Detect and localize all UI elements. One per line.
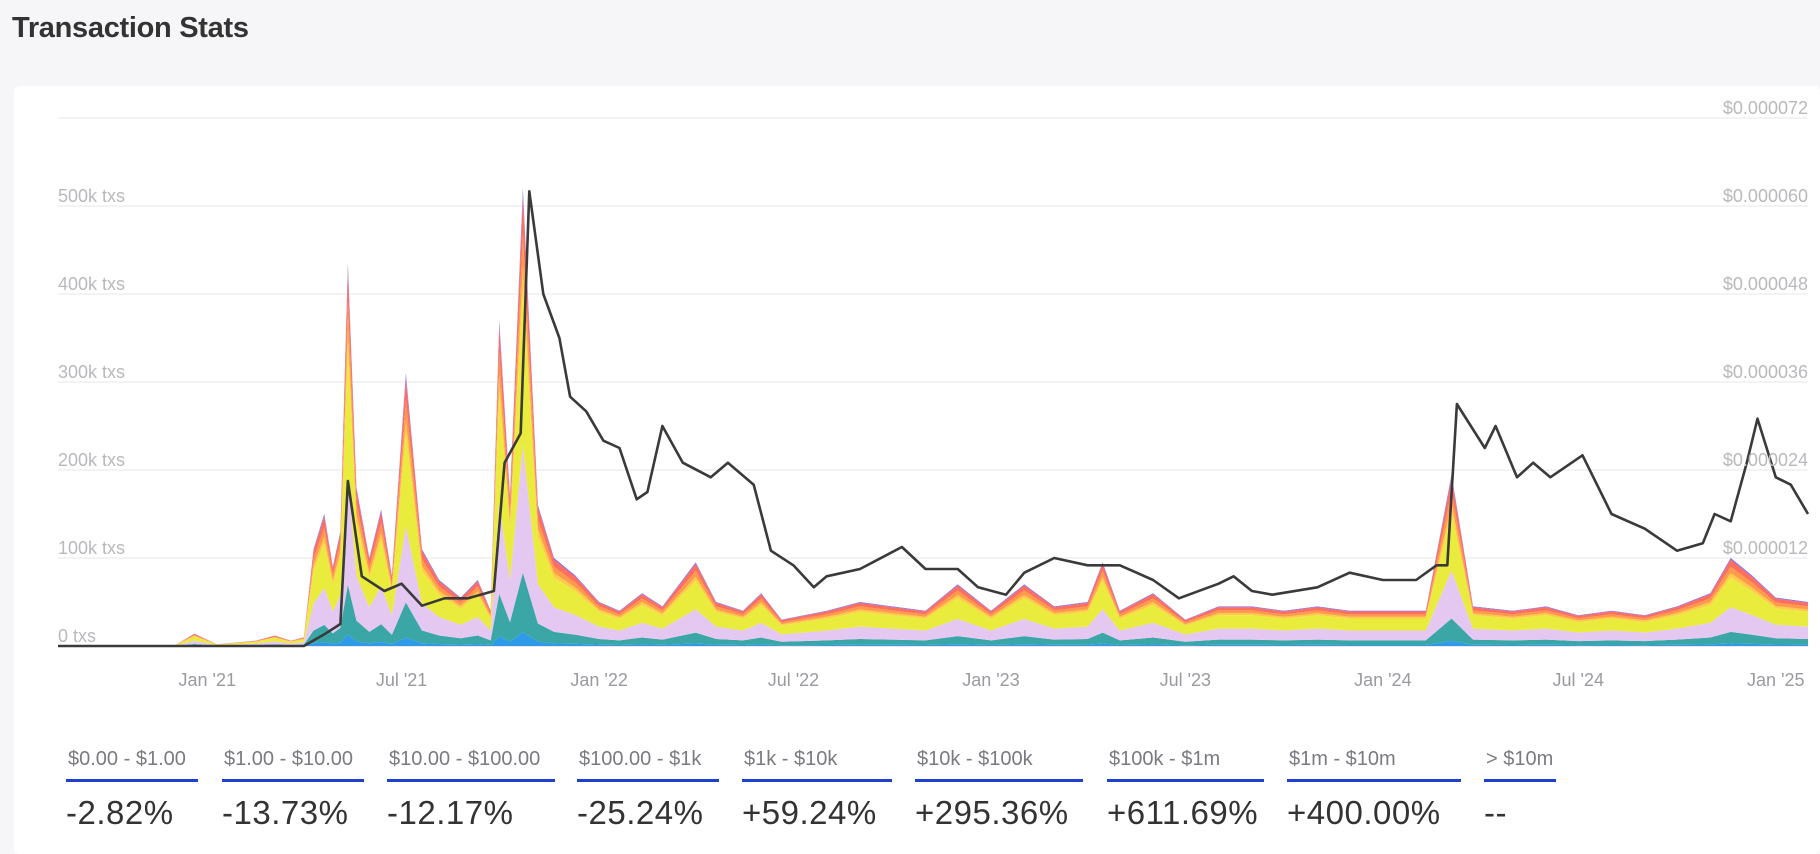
area-layer-8: [58, 632, 1808, 646]
x-tick-label: Jul '21: [376, 670, 427, 690]
axis-label-layer: 0 txs 100k txs 200k txs 300k txs 400k txs 500…: [58, 98, 1808, 690]
page-title: Transaction Stats: [12, 12, 249, 44]
y-tick-label: 100k txs: [58, 538, 125, 558]
bucket-underline: [66, 779, 198, 782]
price-line-layer: [58, 190, 1810, 648]
y2-tick-label: $0.000060: [1723, 186, 1808, 206]
y2-tick-label: $0.000072: [1723, 98, 1808, 118]
x-tick-label: Jul '22: [768, 670, 819, 690]
bucket-change: -2.82%: [66, 794, 174, 831]
y2-tick-label: $0.000012: [1723, 538, 1808, 558]
bucket-underline: [1287, 779, 1461, 782]
bucket-change: --: [1484, 794, 1507, 831]
bucket-2[interactable]: $10.00 - $100.00 -12.17%: [387, 740, 555, 832]
y-tick-label: 500k txs: [58, 186, 125, 206]
x-tick-label: Jan '23: [962, 670, 1019, 690]
bucket-label: > $10m: [1486, 748, 1554, 770]
y-tick-label: 200k txs: [58, 450, 125, 470]
y2-tick-label: $0.000036: [1723, 362, 1808, 382]
bucket-3[interactable]: $100.00 - $1k -25.24%: [577, 740, 719, 832]
bucket-change: +295.36%: [915, 794, 1069, 831]
bucket-label: $100.00 - $1k: [579, 748, 702, 770]
bucket-change: +59.24%: [742, 794, 877, 831]
bucket-4[interactable]: $1k - $10k +59.24%: [742, 740, 892, 832]
x-tick-label: Jan '24: [1354, 670, 1411, 690]
x-tick-label: Jul '23: [1160, 670, 1211, 690]
x-tick-label: Jul '24: [1553, 670, 1604, 690]
bucket-label: $100k - $1m: [1109, 748, 1221, 770]
bucket-6[interactable]: $100k - $1m +611.69%: [1107, 740, 1264, 832]
y2-tick-label: $0.000024: [1723, 450, 1808, 470]
transaction-chart: 0 txs 100k txs 200k txs 300k txs 400k txs 500…: [58, 98, 1810, 690]
bucket-label: $1k - $10k: [744, 748, 838, 770]
bucket-label: $1.00 - $10.00: [224, 748, 353, 770]
area-layer-7: [58, 572, 1808, 646]
y-tick-label: 300k txs: [58, 362, 125, 382]
bucket-change: +611.69%: [1107, 794, 1259, 831]
bucket-change: -12.17%: [387, 794, 514, 831]
x-tick-label: Jan '25: [1747, 670, 1804, 690]
bucket-underline: [742, 779, 892, 782]
bucket-underline: [577, 779, 719, 782]
area-layer-5: [58, 289, 1808, 646]
bucket-underline: [1107, 779, 1264, 782]
bucket-underline: [387, 779, 555, 782]
bucket-change: -25.24%: [577, 794, 704, 831]
bucket-7[interactable]: $1m - $10m +400.00%: [1287, 740, 1461, 832]
bucket-1[interactable]: $1.00 - $10.00 -13.73%: [222, 740, 364, 832]
bucket-legend: $0.00 - $1.00 -2.82% $1.00 - $10.00 -13.…: [0, 740, 1820, 850]
y-tick-label: 0 txs: [58, 626, 96, 646]
bucket-change: +400.00%: [1287, 794, 1441, 831]
area-layer-6: [58, 444, 1808, 646]
bucket-8[interactable]: > $10m --: [1484, 740, 1556, 832]
x-tick-label: Jan '22: [570, 670, 627, 690]
bucket-change: -13.73%: [222, 794, 349, 831]
bucket-label: $10.00 - $100.00: [389, 748, 541, 770]
bucket-underline: [915, 779, 1083, 782]
y-tick-label: 400k txs: [58, 274, 125, 294]
bucket-5[interactable]: $10k - $100k +295.36%: [915, 740, 1083, 832]
price-line: [58, 190, 1810, 648]
x-tick-label: Jan '21: [178, 670, 235, 690]
bucket-label: $10k - $100k: [917, 748, 1033, 770]
y2-tick-label: $0.000048: [1723, 274, 1808, 294]
bucket-0[interactable]: $0.00 - $1.00 -2.82%: [66, 740, 198, 832]
bucket-underline: [222, 779, 364, 782]
bucket-underline: [1484, 779, 1556, 782]
bucket-label: $0.00 - $1.00: [68, 748, 186, 770]
bucket-label: $1m - $10m: [1289, 748, 1396, 770]
area-layer: [58, 188, 1808, 646]
